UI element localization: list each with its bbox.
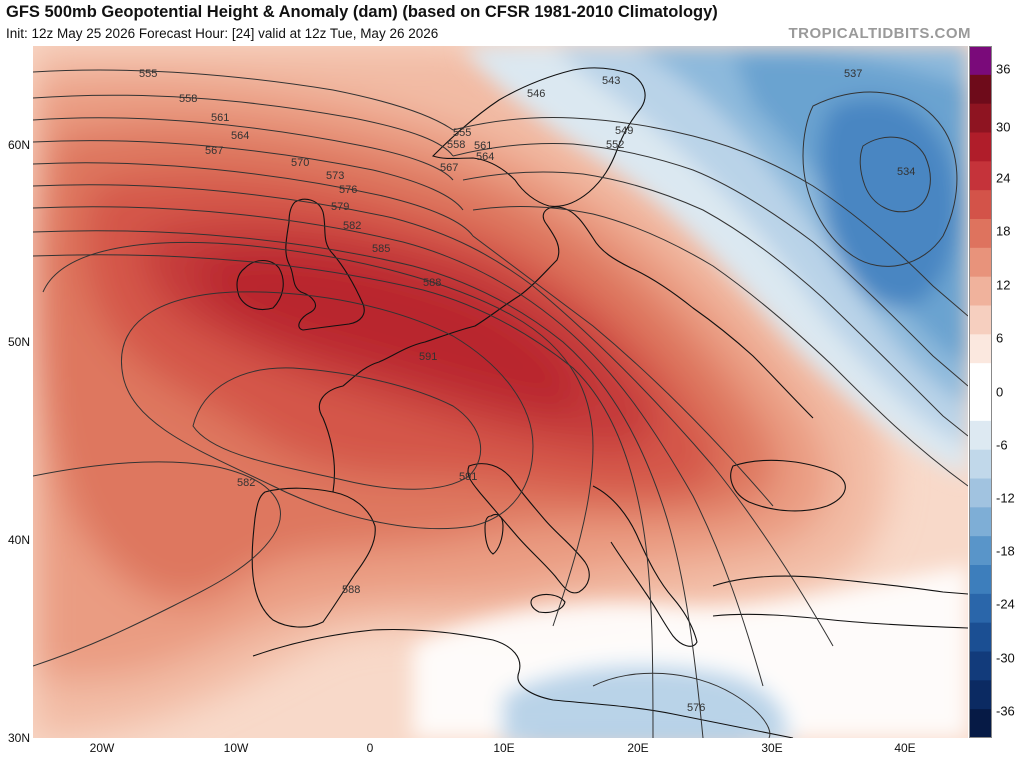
colorbar-tick: -18 bbox=[996, 543, 1015, 559]
colorbar-swatch bbox=[969, 334, 992, 364]
contour-label: 567 bbox=[205, 145, 223, 157]
lat-label: 50N bbox=[7, 335, 30, 349]
contour-label: 558 bbox=[447, 139, 465, 151]
contour-label: 591 bbox=[419, 351, 437, 363]
anomaly-map: 555 558 561 564 567 570 573 576 579 582 … bbox=[33, 46, 968, 738]
colorbar-swatch bbox=[969, 305, 992, 335]
colorbar-swatch bbox=[969, 46, 992, 76]
lon-label: 10W bbox=[223, 741, 249, 755]
lat-label: 60N bbox=[7, 138, 30, 152]
contour-label: 564 bbox=[476, 151, 494, 163]
neutral-zone bbox=[413, 566, 968, 738]
lon-label: 20W bbox=[89, 741, 115, 755]
forecast-info: Init: 12z May 25 2026 Forecast Hour: [24… bbox=[6, 26, 439, 41]
colorbar-swatch bbox=[969, 680, 992, 710]
contour-label: 534 bbox=[897, 166, 915, 178]
contour-label: 555 bbox=[453, 127, 471, 139]
colorbar-swatch bbox=[969, 565, 992, 595]
site-watermark: TROPICALTIDBITS.COM bbox=[788, 25, 971, 42]
colorbar-tick: -24 bbox=[996, 596, 1015, 612]
colorbar-tick: 0 bbox=[996, 384, 1004, 400]
contour-label: 537 bbox=[844, 68, 862, 80]
colorbar-swatch bbox=[969, 190, 992, 220]
colorbar-swatch bbox=[969, 536, 992, 566]
colorbar-swatch bbox=[969, 132, 992, 162]
colorbar-swatch bbox=[969, 593, 992, 624]
contour-label: 546 bbox=[527, 88, 545, 100]
contour-label: 576 bbox=[339, 184, 357, 196]
height-contours bbox=[33, 69, 968, 738]
contour-label: 582 bbox=[343, 220, 361, 232]
contour-label: 591 bbox=[459, 471, 477, 483]
colorbar-tick: -6 bbox=[996, 437, 1008, 453]
contour-label: 567 bbox=[440, 162, 458, 174]
contour-label: 576 bbox=[687, 702, 705, 714]
colorbar-swatch bbox=[969, 247, 992, 278]
colorbar-swatch bbox=[969, 161, 992, 191]
colorbar-swatch bbox=[969, 392, 992, 422]
colorbar-tick: -36 bbox=[996, 703, 1015, 719]
anomaly-colorbar bbox=[969, 46, 992, 739]
contour-label: 552 bbox=[606, 139, 624, 151]
lon-label: 20E bbox=[627, 741, 649, 755]
colorbar-tick: 6 bbox=[996, 330, 1004, 346]
contour-label: 561 bbox=[211, 112, 229, 124]
colorbar-swatch bbox=[969, 276, 992, 306]
contour-label: 585 bbox=[372, 243, 390, 255]
colorbar-swatch bbox=[969, 478, 992, 508]
colorbar-tick: -30 bbox=[996, 650, 1015, 666]
contour-label: 588 bbox=[342, 584, 360, 596]
contour-label: 582 bbox=[237, 477, 255, 489]
contour-label: 573 bbox=[326, 170, 344, 182]
contour-label: 549 bbox=[615, 125, 633, 137]
colorbar-border bbox=[969, 46, 992, 738]
contour-label: 558 bbox=[179, 93, 197, 105]
contour-label: 564 bbox=[231, 130, 249, 142]
contour-label: 555 bbox=[139, 68, 157, 80]
contour-label: 561 bbox=[474, 140, 492, 152]
contour-label: 570 bbox=[291, 157, 309, 169]
contour-labels: 555 558 561 564 567 570 573 576 579 582 … bbox=[139, 68, 915, 714]
colorbar-swatch bbox=[969, 103, 992, 133]
colorbar-swatch bbox=[969, 74, 992, 105]
colorbar-swatch bbox=[969, 420, 992, 451]
lon-label: 40E bbox=[894, 741, 916, 755]
colorbar-swatch bbox=[969, 622, 992, 652]
colorbar-tick: -12 bbox=[996, 490, 1015, 506]
lon-label: 10E bbox=[493, 741, 515, 755]
colorbar-swatch bbox=[969, 651, 992, 681]
colorbar-tick: 18 bbox=[996, 223, 1011, 239]
colorbar-swatch bbox=[969, 449, 992, 479]
contour-label: 543 bbox=[602, 75, 620, 87]
lat-label: 30N bbox=[7, 731, 30, 745]
colorbar-tick: 24 bbox=[996, 170, 1011, 186]
colorbar-swatch bbox=[969, 219, 992, 249]
colorbar-tick: 36 bbox=[996, 61, 1011, 77]
colorbar-swatch bbox=[969, 709, 992, 739]
contour-label: 579 bbox=[331, 201, 349, 213]
colorbar-tick: 12 bbox=[996, 277, 1011, 293]
lon-label: 0 bbox=[366, 741, 374, 755]
chart-title: GFS 500mb Geopotential Height & Anomaly … bbox=[6, 3, 718, 21]
contour-label: 588 bbox=[423, 277, 441, 289]
lat-label: 40N bbox=[7, 533, 30, 547]
colorbar-tick: 30 bbox=[996, 119, 1011, 135]
warm-anomaly bbox=[33, 46, 889, 738]
colorbar-swatch bbox=[969, 363, 992, 393]
colorbar-swatch bbox=[969, 507, 992, 537]
lon-label: 30E bbox=[761, 741, 783, 755]
